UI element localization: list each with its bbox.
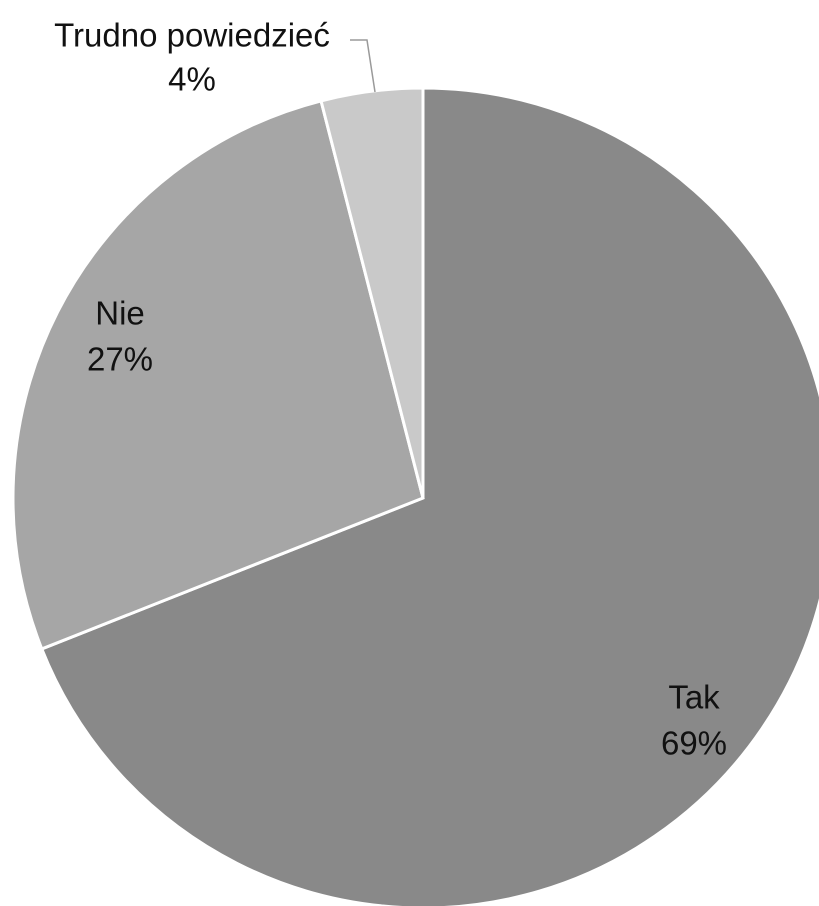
pie-slice-trudno-powiedziec [319,86,425,499]
slice-label-trudno-powiedziec: Trudno powiedzieć [54,17,330,54]
pie-slice-tak [39,86,819,906]
slice-label-tak: Tak [668,679,720,716]
slice-label-nie: Nie [95,295,145,332]
leader-line-trudno-powiedziec [350,39,376,93]
slice-value-tak: 69% [661,725,727,762]
pie-slice-nie [11,99,425,651]
slice-value-trudno-powiedziec: 4% [168,61,216,98]
slice-value-nie: 27% [87,341,153,378]
